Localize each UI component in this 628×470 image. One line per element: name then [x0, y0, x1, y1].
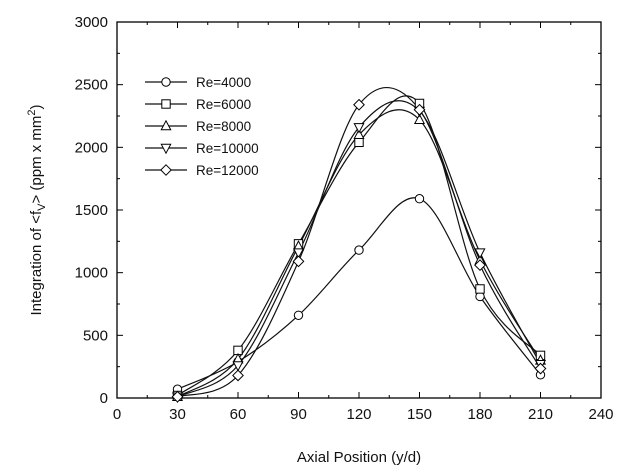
legend-label: Re=8000: [196, 119, 251, 134]
data-point-diamond: [534, 362, 547, 375]
legend-marker-diamond: [160, 164, 172, 176]
data-point-diamond: [171, 390, 184, 403]
x-axis-title: Axial Position (y/d): [297, 449, 421, 466]
x-tick-label: 30: [169, 406, 186, 423]
legend-label: Re=6000: [196, 97, 251, 112]
legend-marker-triangle-down: [160, 143, 172, 155]
tick-labels: 0 30 60 90 120 150 180 210 240 0 500 1000 1500 2000 25…: [75, 14, 614, 423]
data-point-square: [475, 284, 485, 294]
series-markers: [171, 98, 547, 404]
legend-marker-square: [161, 99, 171, 109]
legend-marker-triangle-up: [160, 119, 172, 131]
x-tick-label: 90: [290, 406, 307, 423]
data-point-triangle-down: [232, 361, 244, 372]
data-point-triangle-up: [413, 113, 426, 124]
x-tick-label: 210: [528, 406, 553, 423]
y-tick-label: 1500: [75, 202, 108, 219]
y-tick-label: 1000: [75, 265, 108, 282]
series-line-re-4000: [177, 197, 541, 390]
data-point-square: [354, 137, 364, 148]
axis-ticks: [116, 21, 602, 399]
data-point-diamond: [353, 98, 365, 111]
data-point-circle: [293, 310, 304, 320]
data-point-triangle-up: [353, 128, 365, 139]
data-point-diamond: [292, 255, 305, 268]
y-tick-label: 2000: [75, 139, 108, 156]
legend-label: Re=4000: [196, 75, 251, 90]
x-tick-label: 0: [113, 406, 121, 423]
data-point-diamond: [474, 259, 486, 272]
legend: Re=4000 Re=6000 Re=8000 Re=10000 Re=12000: [145, 75, 259, 178]
y-tick-label: 500: [83, 327, 108, 344]
data-point-diamond: [413, 103, 426, 116]
legend-label: Re=10000: [196, 141, 259, 156]
x-tick-label: 60: [230, 406, 247, 423]
x-tick-label: 180: [467, 406, 492, 423]
y-tick-label: 0: [100, 390, 108, 407]
data-point-triangle-down: [353, 123, 365, 134]
y-tick-label: 3000: [75, 14, 108, 31]
y-axis-title: Integration of <fV> (ppm x mm2): [26, 104, 48, 315]
data-point-circle: [414, 194, 425, 204]
legend-marker-circle: [161, 77, 171, 87]
data-point-circle: [354, 245, 364, 255]
x-tick-label: 120: [346, 406, 371, 423]
data-point-triangle-down: [474, 248, 486, 259]
legend-label: Re=12000: [196, 163, 259, 178]
data-point-triangle-down: [292, 248, 305, 259]
x-tick-label: 150: [407, 406, 432, 423]
y-tick-label: 2500: [75, 77, 108, 94]
data-point-diamond: [232, 369, 244, 382]
x-tick-label: 240: [588, 406, 613, 423]
